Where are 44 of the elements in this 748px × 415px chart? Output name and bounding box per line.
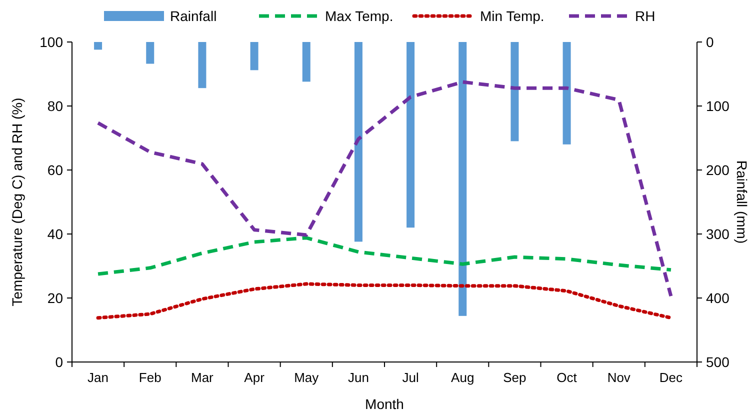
line-series	[96, 80, 673, 298]
x-tick-label: Jan	[88, 370, 109, 385]
y2-tick-label: 200	[706, 162, 730, 178]
bar	[250, 42, 258, 70]
x-tick-label: Jun	[348, 370, 369, 385]
y-tick-label: 0	[55, 354, 64, 370]
x-tick-label: Oct	[556, 370, 578, 385]
y-tick-label: 60	[47, 162, 64, 178]
bar	[302, 42, 310, 82]
legend-label: Max Temp.	[325, 8, 394, 24]
y-tick-label: 100	[40, 34, 64, 50]
bar	[562, 42, 571, 144]
x-tick-label: Apr	[244, 370, 266, 385]
bar	[406, 42, 415, 228]
x-tick-label: Sep	[503, 370, 526, 385]
y-tick-label: 40	[47, 226, 64, 242]
y2-tick-label: 0	[706, 34, 714, 50]
y2-tick-label: 500	[706, 354, 730, 370]
bar	[146, 42, 154, 64]
legend-label: RH	[635, 8, 656, 24]
bar	[458, 42, 467, 316]
x-tick-label: Nov	[607, 370, 631, 385]
line-series	[96, 282, 673, 320]
x-tick-label: Aug	[451, 370, 474, 385]
x-tick-label: Feb	[138, 370, 162, 385]
x-tick-label: Jul	[402, 370, 419, 385]
line-series	[96, 236, 673, 276]
x-tick-label: Dec	[659, 370, 684, 385]
bar	[198, 42, 206, 88]
y-tick-label: 20	[47, 290, 64, 306]
legend-label: Min Temp.	[480, 8, 544, 24]
bar	[94, 42, 102, 50]
x-tick-label: Mar	[191, 370, 214, 385]
bar	[354, 42, 362, 242]
y2-tick-label: 100	[706, 98, 730, 114]
bar	[510, 42, 519, 142]
y2-axis-title: Rainfall (mm)	[734, 160, 748, 244]
legend-label: Rainfall	[170, 8, 217, 24]
y2-tick-label: 300	[706, 226, 730, 242]
y-tick-label: 80	[47, 98, 64, 114]
x-tick-label: May	[294, 370, 320, 385]
y2-tick-label: 400	[706, 290, 730, 306]
y-axis-title: Temperature (Deg C) and RH (%)	[9, 98, 25, 306]
x-axis-title: Month	[365, 396, 404, 412]
